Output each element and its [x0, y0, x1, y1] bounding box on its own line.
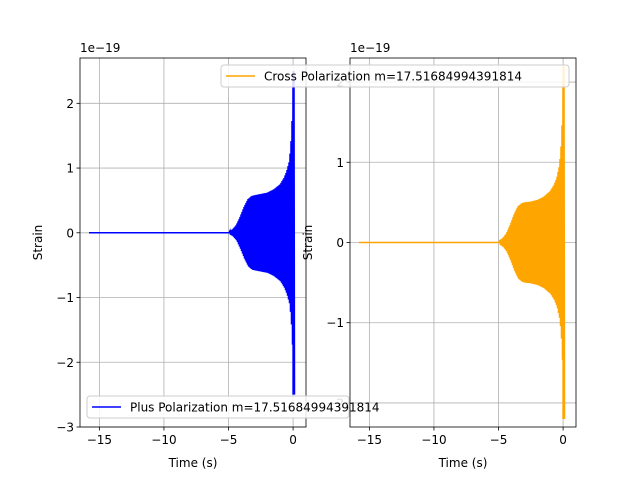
y-tick-label: −1	[326, 316, 344, 330]
y-tick-label: −1	[56, 291, 74, 305]
series-line-0	[359, 66, 566, 419]
y-offset-label: 1e−19	[350, 41, 390, 55]
legend-label: Plus Polarization m=17.51684994391814	[130, 401, 380, 415]
y-tick-label: 1	[66, 162, 74, 176]
y-tick-label: 0	[336, 236, 344, 250]
plus-legend: Plus Polarization m=17.51684994391814	[86, 395, 380, 419]
x-tick-label: −10	[151, 433, 176, 447]
y-tick-label: −2	[56, 356, 74, 370]
axes-frame	[79, 57, 307, 428]
y-axis-label: Strain	[31, 225, 45, 261]
y-tick-label: 1	[336, 156, 344, 170]
x-tick-label: −15	[87, 433, 112, 447]
x-tick-label: −15	[357, 433, 382, 447]
cross-legend: Cross Polarization m=17.51684994391814	[220, 64, 570, 88]
y-offset-label: 1e−19	[80, 41, 120, 55]
x-tick-label: −5	[220, 433, 238, 447]
series-line-0	[89, 70, 296, 395]
legend-label: Cross Polarization m=17.51684994391814	[264, 70, 522, 84]
x-tick-label: 0	[559, 433, 567, 447]
legend-box	[86, 395, 350, 419]
x-tick-label: 0	[289, 433, 297, 447]
legend-box	[220, 64, 570, 88]
y-tick-label: 0	[66, 226, 74, 240]
legends: Plus Polarization m=17.51684994391814 Cro…	[86, 64, 570, 419]
x-tick-label: −10	[421, 433, 446, 447]
y-axis-label: Strain	[301, 225, 315, 261]
x-axis-label: Time (s)	[438, 456, 488, 470]
x-axis-label: Time (s)	[168, 456, 218, 470]
y-tick-label: 2	[66, 97, 74, 111]
x-tick-label: −5	[490, 433, 508, 447]
y-tick-label: −3	[56, 421, 74, 435]
